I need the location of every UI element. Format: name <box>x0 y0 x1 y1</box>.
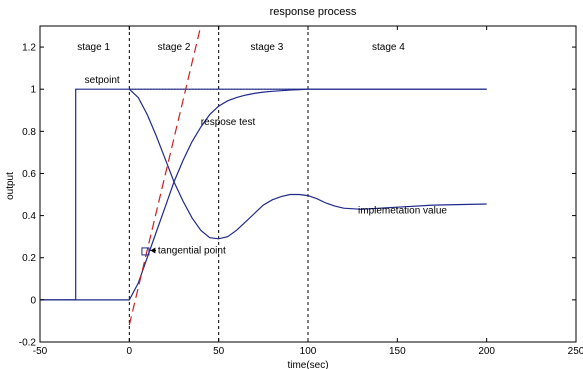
x-tick-label: 200 <box>478 346 495 357</box>
series-line-respose-test <box>40 88 487 301</box>
x-tick-label: 50 <box>213 346 225 357</box>
plot-area: stage 1 stage 2 stage 3 stage 4 setpoint res… <box>39 25 577 343</box>
tangential-point-marker <box>141 247 150 256</box>
arrow-head-icon <box>150 247 156 254</box>
y-axis-ticks: -0.2 0 0.2 0.4 0.6 0.8 1 1.2 <box>19 43 576 349</box>
series-lines <box>40 26 487 326</box>
x-tick-label: 0 <box>127 346 133 357</box>
y-tick-label: 0.6 <box>22 169 36 180</box>
y-tick-label: 1 <box>30 85 36 96</box>
x-tick-label: -50 <box>33 346 48 357</box>
stage-label-3: stage 3 <box>251 42 284 53</box>
y-tick-label: 0 <box>30 295 36 306</box>
x-axis-label: time(sec) <box>287 360 328 369</box>
series-line-implemetation-value <box>128 88 487 240</box>
x-tick-label: 150 <box>389 346 406 357</box>
stage-label-1: stage 1 <box>77 42 110 53</box>
x-axis-ticks: -50 0 50 100 150 200 250 <box>33 26 583 357</box>
tangent-marker-group <box>141 247 156 256</box>
y-tick-label: -0.2 <box>19 338 37 349</box>
y-tick-label: 0.4 <box>22 211 36 222</box>
stage-label-4: stage 4 <box>372 42 405 53</box>
chart-title: response process <box>270 6 357 18</box>
series-line-tangent <box>128 26 202 326</box>
stage-dividers: stage 1 stage 2 stage 3 stage 4 <box>77 26 405 342</box>
stage-label-2: stage 2 <box>158 42 191 53</box>
annotations: setpoint respose test implemetation value t… <box>85 75 448 257</box>
y-tick-label: 0.2 <box>22 253 36 264</box>
annotation-setpoint: setpoint <box>85 75 120 86</box>
annotation-tangential-point: tangential point <box>158 246 226 257</box>
annotation-respose-test: respose test <box>201 117 256 128</box>
y-axis-label: output <box>5 172 16 200</box>
y-tick-label: 0.8 <box>22 127 36 138</box>
y-tick-label: 1.2 <box>22 43 36 54</box>
x-tick-label: 100 <box>300 346 317 357</box>
annotation-implemetation-value: implemetation value <box>358 205 447 216</box>
x-tick-label: 250 <box>568 346 583 357</box>
